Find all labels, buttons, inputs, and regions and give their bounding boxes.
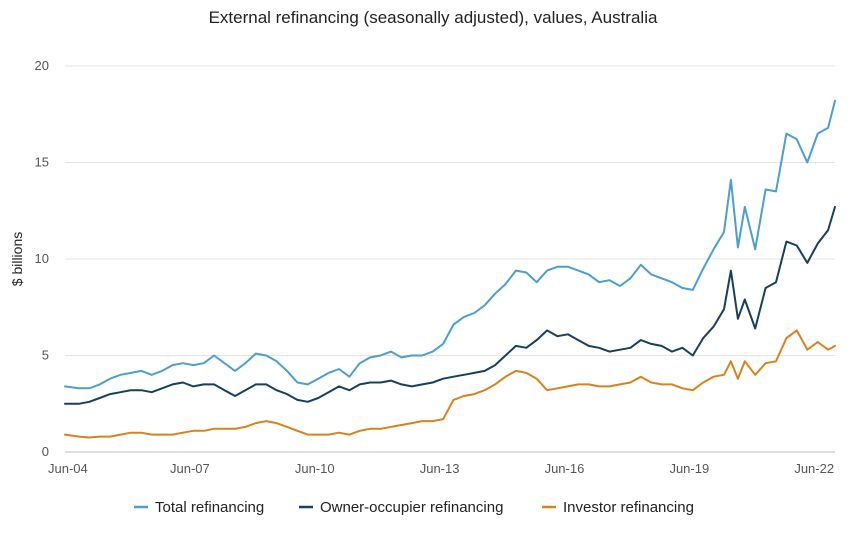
series-lines	[64, 99, 836, 439]
y-tick-label: 20	[35, 58, 49, 73]
x-tick-label: Jun-10	[295, 461, 335, 476]
series-line-investor-refinancing	[64, 329, 836, 439]
y-axis-ticks: 0 5 10 15 20	[35, 58, 49, 459]
y-tick-label: 5	[42, 348, 49, 363]
chart-title: External refinancing (seasonally adjuste…	[209, 8, 658, 27]
gridlines	[65, 65, 835, 453]
y-tick-label: 0	[42, 444, 49, 459]
y-tick-label: 15	[35, 155, 49, 170]
legend-label: Investor refinancing	[563, 499, 694, 516]
legend: Total refinancing Owner-occupier refinanc…	[134, 499, 694, 516]
x-tick-label: Jun-19	[669, 461, 709, 476]
series-line-total-refinancing	[64, 99, 836, 390]
legend-label: Total refinancing	[155, 499, 264, 516]
x-axis-ticks: Jun-04 Jun-07 Jun-10 Jun-13 Jun-16 Jun-19 Jun-…	[48, 461, 834, 476]
legend-label: Owner-occupier refinancing	[320, 499, 503, 516]
series-line-owner-occupier-refinancing	[64, 205, 836, 405]
x-tick-label: Jun-04	[48, 461, 88, 476]
x-tick-label: Jun-13	[420, 461, 460, 476]
y-tick-label: 10	[35, 251, 49, 266]
y-axis-label: $ billions	[9, 232, 25, 286]
x-tick-label: Jun-22	[794, 461, 834, 476]
x-tick-label: Jun-16	[545, 461, 585, 476]
x-tick-label: Jun-07	[170, 461, 210, 476]
